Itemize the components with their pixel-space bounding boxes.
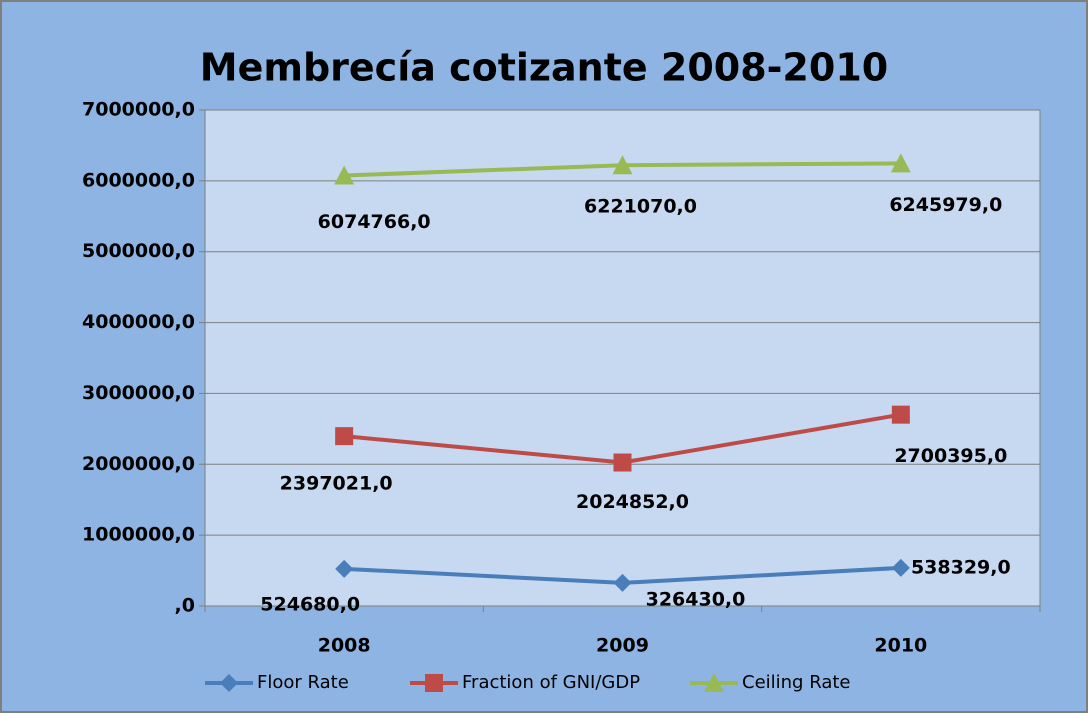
x-tick-label: 2008 [318, 635, 371, 657]
data-label: 6245979,0 [889, 194, 1002, 216]
y-tick-label: 4000000,0 [82, 311, 195, 333]
legend-label: Fraction of GNI/GDP [462, 672, 640, 693]
y-tick-label: 7000000,0 [82, 99, 195, 121]
marker [891, 558, 910, 577]
y-tick-label: 2000000,0 [82, 453, 195, 475]
data-label: 326430,0 [646, 588, 746, 610]
x-tick-label: 2009 [596, 635, 649, 657]
legend-label: Ceiling Rate [742, 672, 850, 693]
marker [891, 405, 910, 424]
marker [612, 155, 633, 175]
data-label: 2700395,0 [894, 445, 1007, 467]
data-label: 2024852,0 [576, 491, 689, 513]
data-label: 6074766,0 [318, 211, 431, 233]
data-label: 524680,0 [260, 593, 360, 615]
y-tick-label: 1000000,0 [82, 524, 195, 546]
data-label: 538329,0 [911, 556, 1011, 578]
marker [890, 153, 911, 173]
marker [334, 165, 355, 185]
legend-marker [220, 674, 238, 692]
legend-marker [425, 674, 443, 692]
marker [335, 427, 354, 446]
y-tick-label: 5000000,0 [82, 240, 195, 262]
y-tick-label: 3000000,0 [82, 382, 195, 404]
marker [613, 573, 632, 592]
legend-marker [704, 673, 724, 692]
x-tick-label: 2010 [874, 635, 927, 657]
chart-title: Membrecía cotizante 2008-2010 [200, 46, 888, 90]
marker [335, 559, 354, 578]
y-tick-label: 6000000,0 [82, 169, 195, 191]
legend-label: Floor Rate [257, 672, 349, 693]
marker [613, 453, 632, 472]
plot-area [204, 109, 1041, 607]
y-tick-label: ,0 [175, 595, 195, 617]
data-label: 6221070,0 [584, 196, 697, 218]
data-label: 2397021,0 [280, 473, 393, 495]
